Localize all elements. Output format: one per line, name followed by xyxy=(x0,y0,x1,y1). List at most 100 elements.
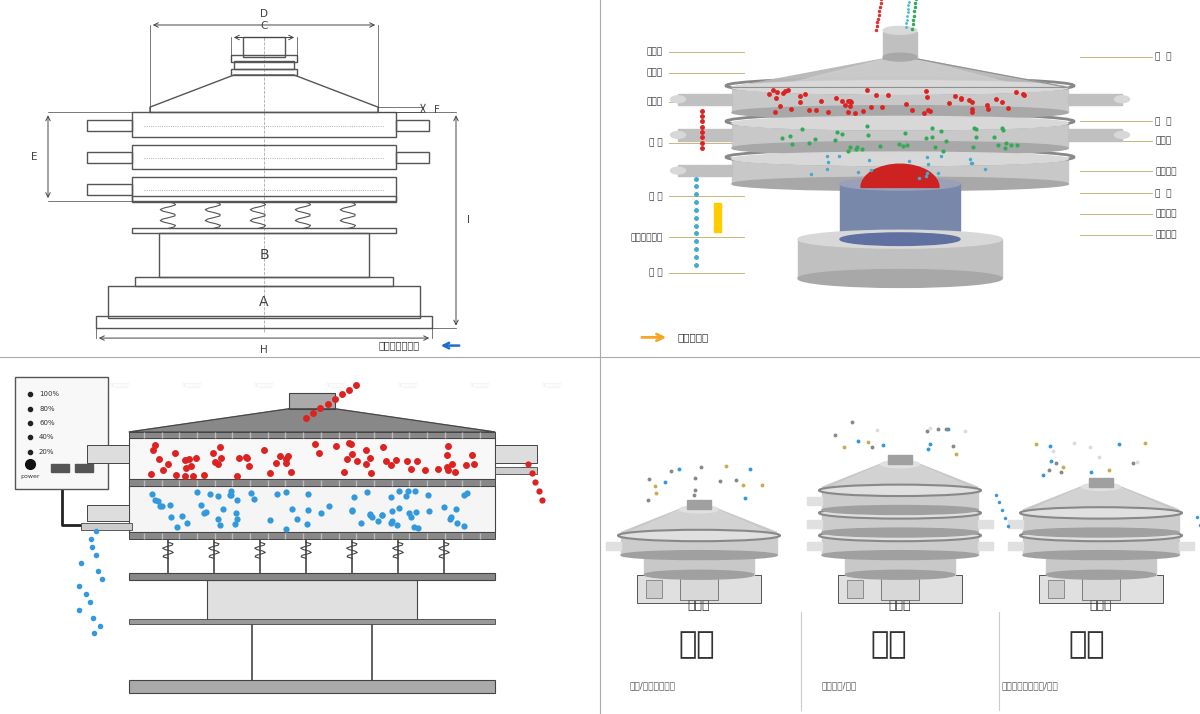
Bar xyxy=(88,505,130,521)
Text: 上部重锤: 上部重锤 xyxy=(1154,167,1176,176)
Text: 运输固定螺栓: 运输固定螺栓 xyxy=(631,233,662,242)
Bar xyxy=(289,393,335,408)
Ellipse shape xyxy=(881,461,919,468)
Text: A: A xyxy=(259,295,269,308)
Text: 91视频免费版: 91视频免费版 xyxy=(181,383,203,388)
Bar xyxy=(396,152,430,163)
Polygon shape xyxy=(1008,543,1022,550)
Polygon shape xyxy=(1022,536,1178,555)
Bar xyxy=(130,432,496,438)
Polygon shape xyxy=(732,59,1068,87)
Text: 单层式: 单层式 xyxy=(688,598,710,612)
Text: 20%: 20% xyxy=(38,448,54,455)
Bar xyxy=(646,580,661,598)
Polygon shape xyxy=(644,555,754,575)
Bar xyxy=(132,144,396,169)
Bar xyxy=(883,32,917,57)
Text: 除杂: 除杂 xyxy=(1068,630,1104,659)
Polygon shape xyxy=(822,536,978,555)
Text: 三层式: 三层式 xyxy=(889,598,911,612)
Bar xyxy=(230,69,298,75)
Bar xyxy=(847,580,863,598)
Polygon shape xyxy=(678,165,732,176)
Polygon shape xyxy=(978,520,994,528)
Text: 过滤: 过滤 xyxy=(870,630,906,659)
Text: F: F xyxy=(434,105,439,115)
Bar xyxy=(244,37,286,57)
Ellipse shape xyxy=(679,506,719,513)
Bar xyxy=(132,228,396,233)
Polygon shape xyxy=(632,509,766,531)
Polygon shape xyxy=(1022,487,1178,510)
Text: 外形尺寸示意图: 外形尺寸示意图 xyxy=(379,341,420,351)
Bar xyxy=(108,286,420,318)
Bar xyxy=(130,573,496,580)
Bar xyxy=(1082,578,1120,600)
Polygon shape xyxy=(678,94,732,105)
Bar xyxy=(881,578,919,600)
Ellipse shape xyxy=(822,508,978,518)
Text: 筛  盘: 筛 盘 xyxy=(1154,189,1171,198)
Text: D: D xyxy=(260,9,268,19)
Ellipse shape xyxy=(732,81,1068,94)
Polygon shape xyxy=(840,184,960,239)
Bar xyxy=(130,680,496,693)
Ellipse shape xyxy=(732,106,1068,119)
Bar xyxy=(714,203,721,232)
Ellipse shape xyxy=(622,550,778,560)
Text: 去除异物/结块: 去除异物/结块 xyxy=(822,681,857,690)
Ellipse shape xyxy=(845,550,955,560)
Ellipse shape xyxy=(671,131,685,139)
Ellipse shape xyxy=(1022,531,1178,540)
Bar xyxy=(1048,580,1063,598)
Text: 进料口: 进料口 xyxy=(647,47,662,56)
Bar xyxy=(130,438,496,480)
Bar xyxy=(680,578,718,600)
Text: 机 座: 机 座 xyxy=(649,268,662,278)
Text: 40%: 40% xyxy=(38,434,54,441)
Text: 加重块: 加重块 xyxy=(1154,136,1171,146)
Bar xyxy=(838,575,962,603)
Bar xyxy=(88,184,132,195)
Text: H: H xyxy=(260,346,268,356)
Ellipse shape xyxy=(798,269,1002,287)
Text: 100%: 100% xyxy=(38,391,59,398)
Text: 91视频免费版: 91视频免费版 xyxy=(325,383,347,388)
Ellipse shape xyxy=(822,486,978,496)
Bar xyxy=(14,377,108,489)
Bar xyxy=(88,120,132,131)
Text: power: power xyxy=(20,474,40,479)
Text: 91视频免费版: 91视频免费版 xyxy=(37,383,59,388)
Text: E: E xyxy=(31,151,37,162)
Polygon shape xyxy=(1178,543,1194,550)
Ellipse shape xyxy=(644,570,754,579)
Bar xyxy=(208,580,418,620)
Ellipse shape xyxy=(822,550,978,560)
Polygon shape xyxy=(732,87,1068,112)
Polygon shape xyxy=(732,159,1068,184)
Ellipse shape xyxy=(732,141,1068,155)
Ellipse shape xyxy=(732,177,1068,191)
Polygon shape xyxy=(622,536,778,555)
Bar xyxy=(234,61,294,69)
Polygon shape xyxy=(822,491,978,510)
Polygon shape xyxy=(808,543,822,550)
Ellipse shape xyxy=(883,26,917,34)
Text: B: B xyxy=(259,248,269,262)
Ellipse shape xyxy=(622,531,778,540)
Polygon shape xyxy=(978,543,994,550)
Text: 60%: 60% xyxy=(38,420,55,426)
Ellipse shape xyxy=(671,96,685,103)
Text: I: I xyxy=(467,216,470,226)
Bar xyxy=(132,177,396,201)
Text: 91视频免费版: 91视频免费版 xyxy=(253,383,275,388)
Bar xyxy=(130,486,496,533)
Bar xyxy=(496,446,538,463)
Polygon shape xyxy=(1068,129,1122,141)
Bar xyxy=(88,446,130,463)
Bar xyxy=(686,501,710,509)
Text: 结构示意图: 结构示意图 xyxy=(678,332,709,343)
Bar xyxy=(888,456,912,464)
Text: 80%: 80% xyxy=(38,406,55,412)
Bar xyxy=(396,120,430,131)
